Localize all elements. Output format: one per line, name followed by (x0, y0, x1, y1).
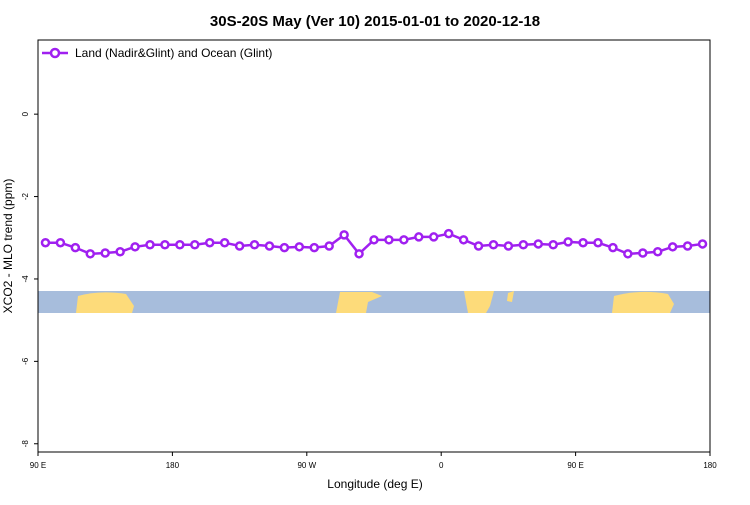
data-point (563, 237, 573, 247)
legend-marker (49, 47, 61, 59)
y-tick-label: -4 (21, 275, 30, 283)
x-tick-label: 90 E (567, 461, 583, 470)
data-point (204, 237, 215, 248)
y-tick-label: -2 (21, 192, 30, 200)
data-point (682, 241, 693, 251)
data-point (443, 228, 454, 239)
data-point (652, 247, 663, 257)
data-point (533, 239, 544, 249)
data-point (324, 241, 334, 251)
land (336, 292, 382, 313)
data-point (503, 241, 514, 251)
data-point (667, 242, 678, 252)
x-tick-label: 180 (166, 461, 180, 470)
data-point (593, 237, 603, 248)
data-point (428, 232, 439, 242)
data-point (623, 249, 633, 259)
data-point (578, 237, 588, 248)
data-point (458, 235, 469, 245)
map-strip (38, 291, 710, 313)
data-point (294, 242, 305, 252)
data-point (175, 240, 185, 250)
land (612, 291, 674, 313)
data-point (488, 240, 499, 250)
y-tick-label: -8 (21, 440, 30, 448)
data-point (55, 237, 66, 248)
data-point (414, 232, 424, 242)
x-tick-label: 0 (439, 461, 444, 470)
land (507, 291, 514, 302)
x-tick-label: 180 (703, 461, 717, 470)
data-point (70, 242, 81, 253)
data-point (145, 240, 155, 250)
data-point (85, 249, 96, 259)
data-point (115, 247, 125, 257)
ocean (38, 291, 710, 313)
data-point (279, 242, 290, 253)
legend: Land (Nadir&Glint) and Ocean (Glint) (42, 46, 272, 60)
y-axis-label: XCO2 - MLO trend (ppm) (1, 179, 15, 314)
data-point (264, 241, 275, 251)
data-point (369, 235, 379, 245)
x-tick-label: 90 E (30, 461, 46, 470)
data-point (473, 241, 484, 251)
plot-frame (37, 39, 711, 453)
data-point (638, 248, 648, 258)
data-point (354, 249, 364, 259)
data-point (518, 240, 529, 250)
y-tick-label: 0 (21, 111, 30, 116)
data-point (160, 240, 170, 250)
data-point (339, 230, 349, 240)
land (464, 291, 494, 313)
x-axis-label: Longitude (deg E) (327, 477, 422, 491)
land (76, 292, 134, 313)
data-point (309, 242, 320, 253)
data-point (249, 240, 260, 250)
data-point (219, 237, 230, 248)
x-tick-label: 90 W (297, 461, 316, 470)
data-point (384, 235, 394, 245)
legend-label: Land (Nadir&Glint) and Ocean (Glint) (75, 46, 272, 60)
data-point (130, 242, 140, 252)
data-point (40, 237, 51, 248)
data-point (697, 239, 708, 249)
data-point (608, 242, 618, 253)
data-point (190, 240, 200, 250)
chart-title: 30S-20S May (Ver 10) 2015-01-01 to 2020-… (210, 13, 540, 30)
y-tick-label: -6 (21, 357, 30, 365)
data-point (100, 248, 110, 258)
data-point (399, 235, 409, 245)
data-point (234, 241, 245, 251)
data-point (548, 240, 558, 250)
